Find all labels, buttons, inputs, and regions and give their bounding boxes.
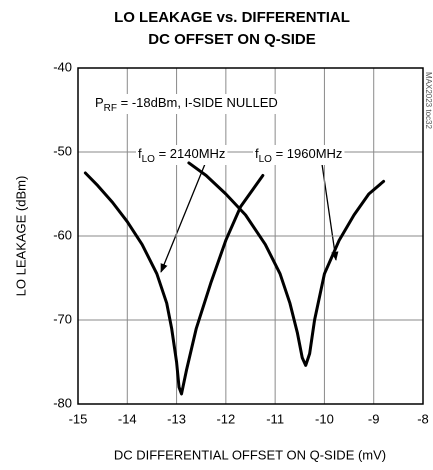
annotation-background [93, 94, 280, 114]
chart-title: DC OFFSET ON Q-SIDE [148, 31, 316, 48]
annotation: PRF = -18dBm, I-SIDE NULLED [95, 95, 278, 113]
x-tick-label: -11 [266, 411, 284, 426]
line-series [187, 161, 386, 367]
annotation-background [253, 145, 345, 165]
annotation-part: = 2140MHz [155, 146, 225, 161]
annotation: fLO = 2140MHz [138, 146, 225, 164]
chart-title: LO LEAKAGE vs. DIFFERENTIAL [114, 9, 350, 26]
x-tick-label: -15 [69, 411, 88, 426]
annotation: fLO = 1960MHz [255, 146, 342, 164]
annotation-part: f [138, 146, 142, 161]
x-tick-label: -14 [118, 411, 137, 426]
plot-frame [77, 67, 424, 405]
y-tick-label: -70 [53, 311, 72, 326]
x-axis-label: DC DIFFERENTIAL OFFSET ON Q-SIDE (mV) [114, 447, 386, 462]
y-tick-label: -40 [53, 59, 72, 74]
y-tick-label: -50 [53, 143, 72, 158]
y-tick-label: -60 [53, 227, 72, 242]
annotation-part: P [95, 95, 104, 110]
x-tick-label: -8 [417, 411, 429, 426]
annotation-part: f [255, 146, 259, 161]
y-axis-label: LO LEAKAGE (dBm) [13, 176, 28, 297]
annotation-background [136, 145, 228, 165]
x-tick-label: -10 [315, 411, 334, 426]
y-tick-label: -80 [53, 395, 72, 410]
x-tick-label: -12 [216, 411, 235, 426]
line-series [83, 171, 265, 396]
annotation-subscript: LO [259, 154, 273, 165]
annotation-subscript: RF [104, 103, 117, 114]
x-tick-label: -13 [167, 411, 186, 426]
annotation-arrow [160, 163, 206, 273]
x-tick-label: -9 [368, 411, 380, 426]
annotation-part: = -18dBm, I-SIDE NULLED [117, 95, 278, 110]
annotation-part: = 1960MHz [272, 146, 342, 161]
watermark: MAX2023 toc32 [424, 72, 433, 129]
annotation-subscript: LO [142, 154, 156, 165]
